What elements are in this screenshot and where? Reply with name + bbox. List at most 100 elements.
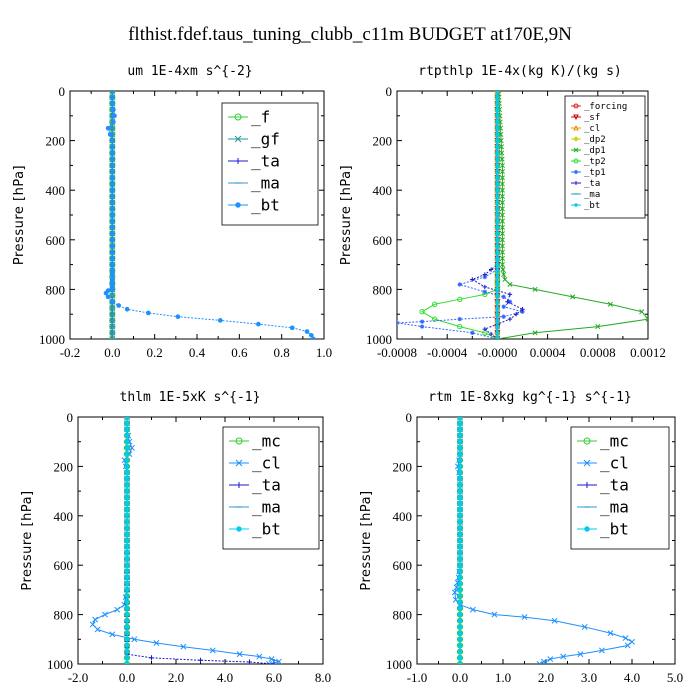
y-axis-label: Pressure [hPa] xyxy=(359,490,374,590)
data-point xyxy=(457,538,463,543)
legend-swatch-marker xyxy=(573,147,579,153)
data-point xyxy=(457,624,463,630)
series-bt xyxy=(457,417,463,664)
x-tick-label: 0.0 xyxy=(104,345,120,360)
data-point xyxy=(495,91,500,93)
y-tick-label: 200 xyxy=(393,459,413,474)
x-tick-label: 8.0 xyxy=(315,670,331,685)
data-point xyxy=(148,655,155,661)
data-point xyxy=(124,306,130,312)
legend-label: _ma xyxy=(584,190,600,200)
x-tick-label: 0.4 xyxy=(189,345,206,360)
data-point xyxy=(109,212,115,218)
data-point xyxy=(246,659,253,664)
data-point xyxy=(109,200,115,205)
data-point xyxy=(547,656,554,663)
data-point xyxy=(124,420,130,426)
data-point xyxy=(520,309,525,314)
data-point xyxy=(124,417,130,420)
data-point xyxy=(499,218,505,224)
data-point xyxy=(419,319,425,324)
legend-swatch-marker xyxy=(583,459,591,467)
data-point xyxy=(457,488,463,494)
data-point xyxy=(495,237,500,242)
legend-item: _ta xyxy=(571,179,600,189)
y-tick-label: 800 xyxy=(46,282,66,297)
data-point xyxy=(499,212,505,218)
data-point xyxy=(495,231,500,236)
data-point xyxy=(304,329,310,334)
data-point xyxy=(499,243,505,249)
data-point xyxy=(457,282,462,287)
data-point xyxy=(622,635,629,642)
data-point xyxy=(495,169,500,174)
data-point xyxy=(505,299,510,304)
x-tick-label: 0.0004 xyxy=(530,345,566,360)
y-tick-label: 1000 xyxy=(386,657,412,672)
plot-area xyxy=(451,417,635,664)
data-point xyxy=(598,647,605,654)
data-point xyxy=(495,95,500,100)
data-point xyxy=(482,272,488,277)
data-point xyxy=(112,113,117,119)
legend-swatch-marker xyxy=(573,103,579,109)
data-point xyxy=(457,420,463,426)
data-point xyxy=(256,653,263,660)
legend-swatch-marker xyxy=(236,526,242,532)
data-point xyxy=(457,649,463,654)
data-point xyxy=(92,616,99,623)
panel-2: rtpthlp 1E-4x(kg K)/(kg s) Pressure [hPa]… xyxy=(339,64,666,360)
panel-title: rtpthlp 1E-4x(kg K)/(kg s) xyxy=(418,64,622,79)
data-point xyxy=(105,125,111,131)
data-point xyxy=(197,657,204,663)
data-point xyxy=(124,587,130,593)
data-point xyxy=(124,550,130,556)
data-point xyxy=(532,330,538,336)
data-point xyxy=(109,94,115,100)
data-point xyxy=(457,531,463,537)
x-tick-label: -0.0008 xyxy=(377,345,417,360)
legend-item: _bt xyxy=(228,196,280,215)
x-tick-label: 2.0 xyxy=(538,670,554,685)
legend-label: _f xyxy=(251,108,270,127)
legend-swatch-marker xyxy=(573,124,579,131)
data-point xyxy=(495,225,500,230)
y-tick-label: 600 xyxy=(54,558,74,573)
data-point xyxy=(457,569,463,574)
data-point xyxy=(457,507,463,512)
data-point xyxy=(109,163,115,168)
data-point xyxy=(495,200,500,205)
data-point xyxy=(457,556,463,562)
y-tick-label: 0 xyxy=(406,410,413,425)
data-point xyxy=(457,562,463,568)
legend-swatch-marker xyxy=(235,459,243,467)
data-point xyxy=(507,299,513,304)
data-point xyxy=(107,132,113,137)
data-point xyxy=(495,138,500,143)
data-point xyxy=(495,337,500,339)
data-point xyxy=(124,470,130,475)
y-tick-label: 600 xyxy=(46,233,66,248)
data-point xyxy=(256,321,261,327)
data-point xyxy=(501,294,506,300)
legend: _mc _cl _ta _ma _bt xyxy=(570,426,670,550)
data-point xyxy=(109,194,115,199)
legend-label: _bt xyxy=(584,201,600,211)
data-point xyxy=(520,307,525,312)
data-point xyxy=(457,575,463,580)
x-tick-label: 4.0 xyxy=(217,670,233,685)
legend-label: _ma xyxy=(251,174,280,193)
data-point xyxy=(124,649,130,654)
legend-label: _ta xyxy=(251,152,280,171)
legend-label: _mc xyxy=(600,432,629,451)
series-tp2 xyxy=(419,91,501,339)
data-point xyxy=(109,91,116,94)
data-point xyxy=(268,656,275,663)
data-point xyxy=(495,101,500,106)
legend-label: _gf xyxy=(251,130,280,149)
legend-item: _bt xyxy=(571,201,600,211)
y-tick-label: 600 xyxy=(373,233,393,248)
panel-title: um 1E-4xm s^{-2} xyxy=(127,64,252,79)
legend-item: _dp2 xyxy=(571,135,606,145)
plot-area xyxy=(103,91,316,339)
